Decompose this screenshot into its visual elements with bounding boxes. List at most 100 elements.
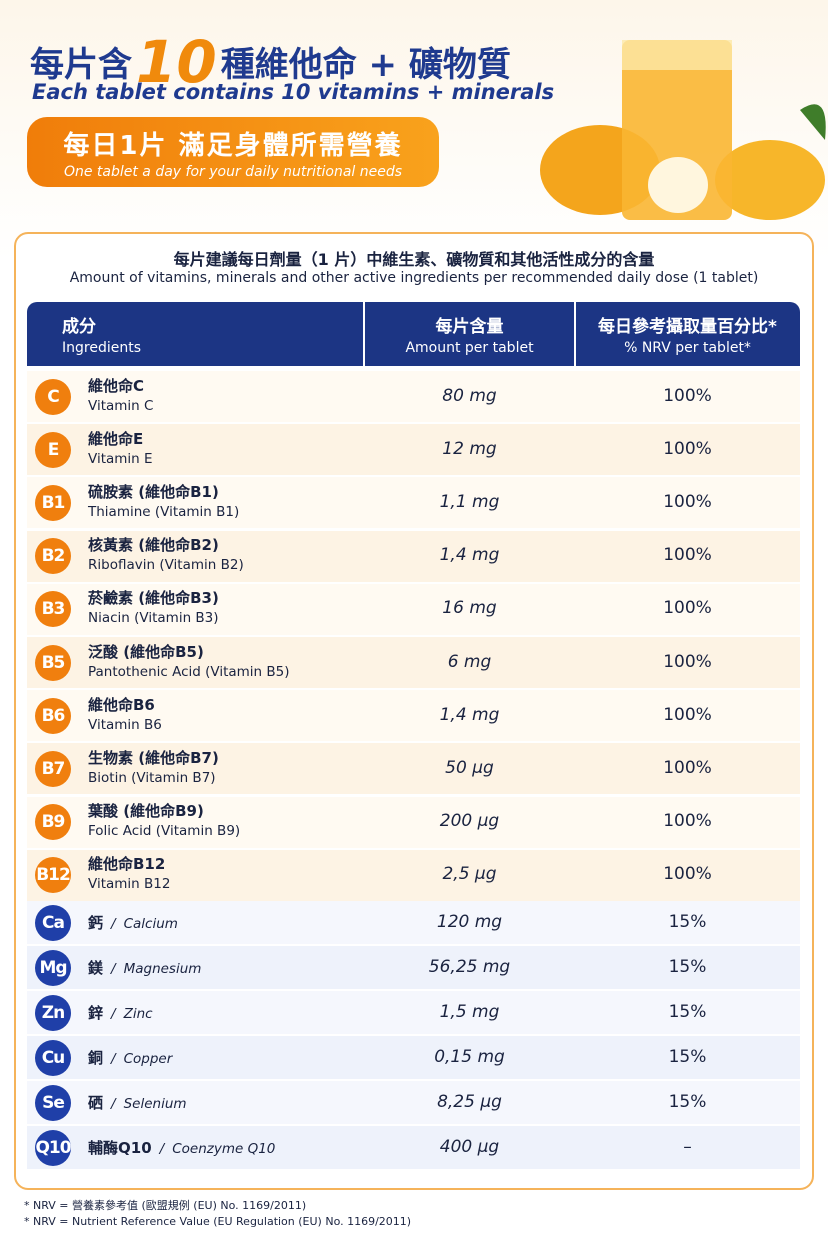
name-zh: 輔酶Q10	[88, 1138, 152, 1157]
amount: 0,15 mg	[434, 1046, 505, 1067]
header-cell: 每日參考攝取量百分比* % NRV per tablet*	[575, 302, 800, 366]
table-subtitle: Amount of vitamins, minerals and other a…	[69, 270, 759, 286]
row-background	[27, 743, 800, 795]
amount: 1,5 mg	[439, 1001, 500, 1022]
column-divider	[574, 302, 576, 366]
amount: 400 µg	[439, 1136, 500, 1157]
name-en: Thiamine (Vitamin B1)	[88, 503, 240, 520]
ingredient-name: 鋅 / Zinc	[88, 1002, 153, 1023]
nrv: 100%	[663, 598, 712, 619]
row-background	[27, 1036, 800, 1079]
name-en: Vitamin B6	[88, 716, 162, 733]
nrv: –	[683, 1136, 692, 1157]
row-background	[27, 901, 800, 944]
name-en: Zinc	[123, 1005, 153, 1022]
nrv: 100%	[663, 438, 712, 459]
row-background	[27, 849, 800, 901]
row-background	[27, 530, 800, 582]
name-zh: 葉酸 (維他命B9)	[88, 802, 204, 821]
name-en: Copper	[123, 1050, 173, 1067]
amount: 1,1 mg	[439, 491, 500, 512]
name-en: Calcium	[123, 915, 178, 932]
name-en: Riboflavin (Vitamin B2)	[88, 557, 244, 574]
column-title-en: % NRV per tablet*	[624, 340, 751, 356]
ingredient-icon: B1	[35, 484, 71, 521]
title-part: 種維他命 + 礦物質	[220, 45, 511, 85]
nrv: 15%	[668, 1091, 707, 1112]
name-zh: 維他命B6	[88, 695, 155, 714]
ingredient-icon: B3	[35, 591, 71, 628]
name-en: Coenzyme Q10	[172, 1140, 276, 1157]
ingredient-icon: Se	[35, 1084, 71, 1121]
amount: 120 mg	[436, 911, 503, 932]
ingredient-icon: Ca	[35, 904, 71, 941]
name-zh: 維他命E	[88, 429, 144, 448]
name-zh: 鋅	[88, 1003, 104, 1022]
badge: 每日1片 滿足身體所需營養 One tablet a day for your …	[27, 117, 439, 187]
title-part: 每片含	[30, 45, 132, 85]
name-en: Niacin (Vitamin B3)	[88, 610, 219, 627]
row-background	[27, 583, 800, 635]
column-title-zh: 每日參考攝取量百分比*	[598, 317, 777, 337]
nrv: 100%	[663, 704, 712, 725]
ingredient-name: 輔酶Q10 / Coenzyme Q10	[88, 1137, 275, 1158]
ingredient-icon: B7	[35, 750, 71, 787]
column-title-en: Ingredients	[62, 340, 141, 356]
ingredient-icon: B6	[35, 697, 71, 734]
name-zh: 鈣	[88, 913, 104, 932]
name-zh: 菸鹼素 (維他命B3)	[88, 589, 219, 608]
row-background	[27, 637, 800, 688]
name-en: Magnesium	[123, 960, 202, 977]
badge-en: One tablet a day for your daily nutritio…	[63, 164, 403, 180]
name-zh: 核黃素 (維他命B2)	[88, 536, 219, 555]
ingredient-icon: Cu	[35, 1039, 71, 1076]
column-divider	[363, 302, 365, 366]
ingredient-icon: Mg	[35, 949, 71, 986]
row-background	[27, 477, 800, 529]
amount: 1,4 mg	[439, 704, 500, 725]
table-header	[27, 302, 800, 366]
ingredient-name: 銅 / Copper	[88, 1047, 172, 1068]
ingredient-icon: B5	[35, 644, 71, 681]
name-zh: 生物素 (維他命B7)	[88, 748, 219, 767]
amount: 80 mg	[442, 385, 497, 406]
row-background	[27, 1126, 800, 1169]
name-zh: 銅	[88, 1048, 104, 1067]
ingredient-icon: C	[35, 378, 71, 415]
nrv: 15%	[668, 911, 707, 932]
name-zh: 維他命C	[88, 376, 145, 395]
row-background	[27, 991, 800, 1034]
ingredient-name: 硒 / Selenium	[88, 1092, 187, 1113]
amount: 2,5 µg	[442, 864, 497, 885]
column-title-zh: 每片含量	[435, 317, 504, 337]
ingredient-icon: Zn	[35, 994, 71, 1031]
ingredient-icon: B9	[35, 804, 71, 841]
ingredient-name: 鎂 / Magnesium	[88, 957, 201, 978]
footnote: * NRV = 營養素參考值 (歐盟規例 (EU) No. 1169/2011)	[24, 1199, 307, 1212]
name-zh: 硫胺素 (維他命B1)	[88, 482, 219, 501]
title: 每片含10 種維他命 + 礦物質	[30, 28, 511, 96]
table-title: 每片建議每日劑量（1 片）中維生素、礦物質和其他活性成分的含量	[173, 250, 655, 269]
name-en: Biotin (Vitamin B7)	[88, 769, 216, 786]
nrv: 100%	[663, 757, 712, 778]
name-en: Selenium	[123, 1095, 187, 1112]
ingredient-icon: Q10	[35, 1129, 72, 1166]
ingredient-icon: B12	[35, 857, 71, 894]
ingredient-icon: E	[35, 431, 71, 468]
row-background	[27, 371, 800, 422]
title-number: 10	[136, 28, 217, 96]
row-background	[27, 796, 800, 848]
amount: 200 µg	[439, 811, 500, 832]
header-cell: 成分 Ingredients	[27, 302, 364, 366]
separator: /	[111, 1050, 116, 1067]
nrv: 15%	[668, 956, 707, 977]
row-background	[27, 1081, 800, 1124]
separator: /	[111, 915, 116, 932]
name-zh: 硒	[88, 1093, 104, 1112]
name-en: Folic Acid (Vitamin B9)	[88, 823, 241, 840]
nrv: 100%	[663, 864, 712, 885]
ingredient-name: 鈣 / Calcium	[88, 912, 178, 933]
row-background	[27, 424, 800, 476]
nrv: 15%	[668, 1046, 707, 1067]
